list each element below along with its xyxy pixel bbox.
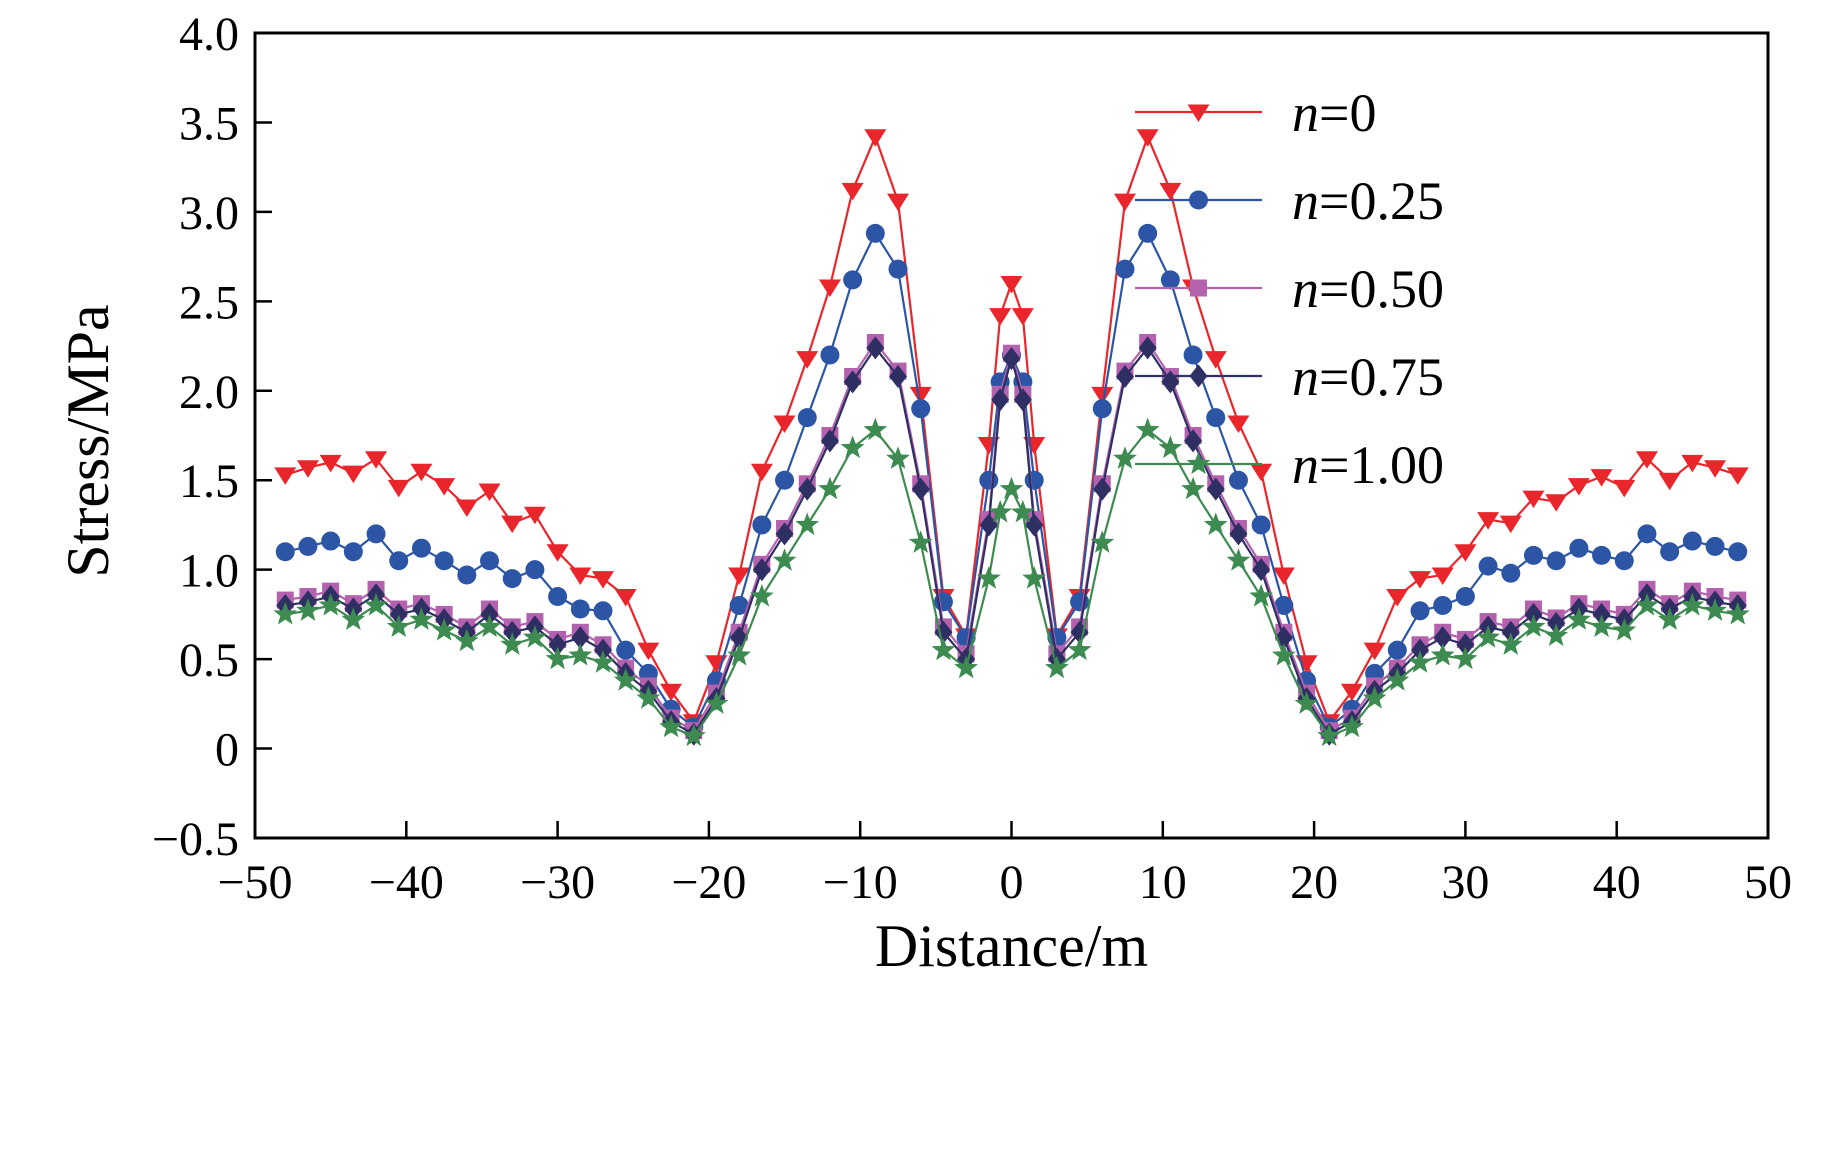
y-tick-label: 2.0	[179, 366, 239, 419]
y-tick-label: 4.0	[179, 8, 239, 61]
y-tick-label: 1.0	[179, 545, 239, 598]
x-tick-label: −40	[369, 856, 444, 909]
series-line	[285, 345, 1738, 736]
x-tick-label: 40	[1593, 856, 1641, 909]
y-tick-label: 3.5	[179, 97, 239, 150]
series-n=1.00	[273, 417, 1750, 747]
legend-item-n=0: n=0	[1135, 83, 1376, 143]
legend-label: n=0.75	[1292, 347, 1444, 407]
y-tick-label: 3.0	[179, 187, 239, 240]
x-tick-label: 0	[1000, 856, 1024, 909]
x-axis: −50 −40 −30 −20 −10 0 10 20 30 40 50	[217, 821, 1792, 909]
x-tick-label: −50	[217, 856, 292, 909]
legend: n=0 n=0.25 n=0.50 n=0.75 n=1.00	[1135, 83, 1444, 495]
y-axis: −0.5 0 0.5 1.0 1.5 2.0 2.5 3.0 3.5 4.0	[152, 8, 272, 866]
x-axis-title: Distance/m	[874, 913, 1149, 979]
plot-frame	[253, 31, 1770, 840]
series-n=0	[274, 129, 1749, 732]
legend-item-n=0.75: n=0.75	[1135, 347, 1444, 407]
series-line	[285, 340, 1738, 733]
x-tick-label: −10	[823, 856, 898, 909]
x-tick-label: 30	[1441, 856, 1489, 909]
series-n=0.75	[276, 336, 1747, 746]
legend-item-n=0.50: n=0.50	[1135, 259, 1444, 319]
x-tick-label: −20	[671, 856, 746, 909]
y-tick-label: 0	[215, 724, 239, 777]
legend-item-n=1.00: n=1.00	[1135, 435, 1444, 495]
series-line	[285, 428, 1738, 738]
y-tick-label: 1.5	[179, 455, 239, 508]
legend-label: n=0.50	[1292, 259, 1444, 319]
legend-label: n=1.00	[1292, 435, 1444, 495]
legend-label: n=0.25	[1292, 171, 1444, 231]
x-tick-label: −30	[520, 856, 595, 909]
series-n=0.50	[276, 333, 1747, 740]
x-tick-label: 10	[1139, 856, 1187, 909]
series-line	[284, 133, 1739, 724]
x-tick-label: 50	[1744, 856, 1792, 909]
y-tick-label: 0.5	[179, 634, 239, 687]
legend-label: n=0	[1292, 83, 1376, 143]
y-tick-label: 2.5	[179, 276, 239, 329]
x-tick-label: 20	[1290, 856, 1338, 909]
y-tick-label: −0.5	[152, 813, 239, 866]
legend-item-n=0.25: n=0.25	[1135, 171, 1444, 231]
